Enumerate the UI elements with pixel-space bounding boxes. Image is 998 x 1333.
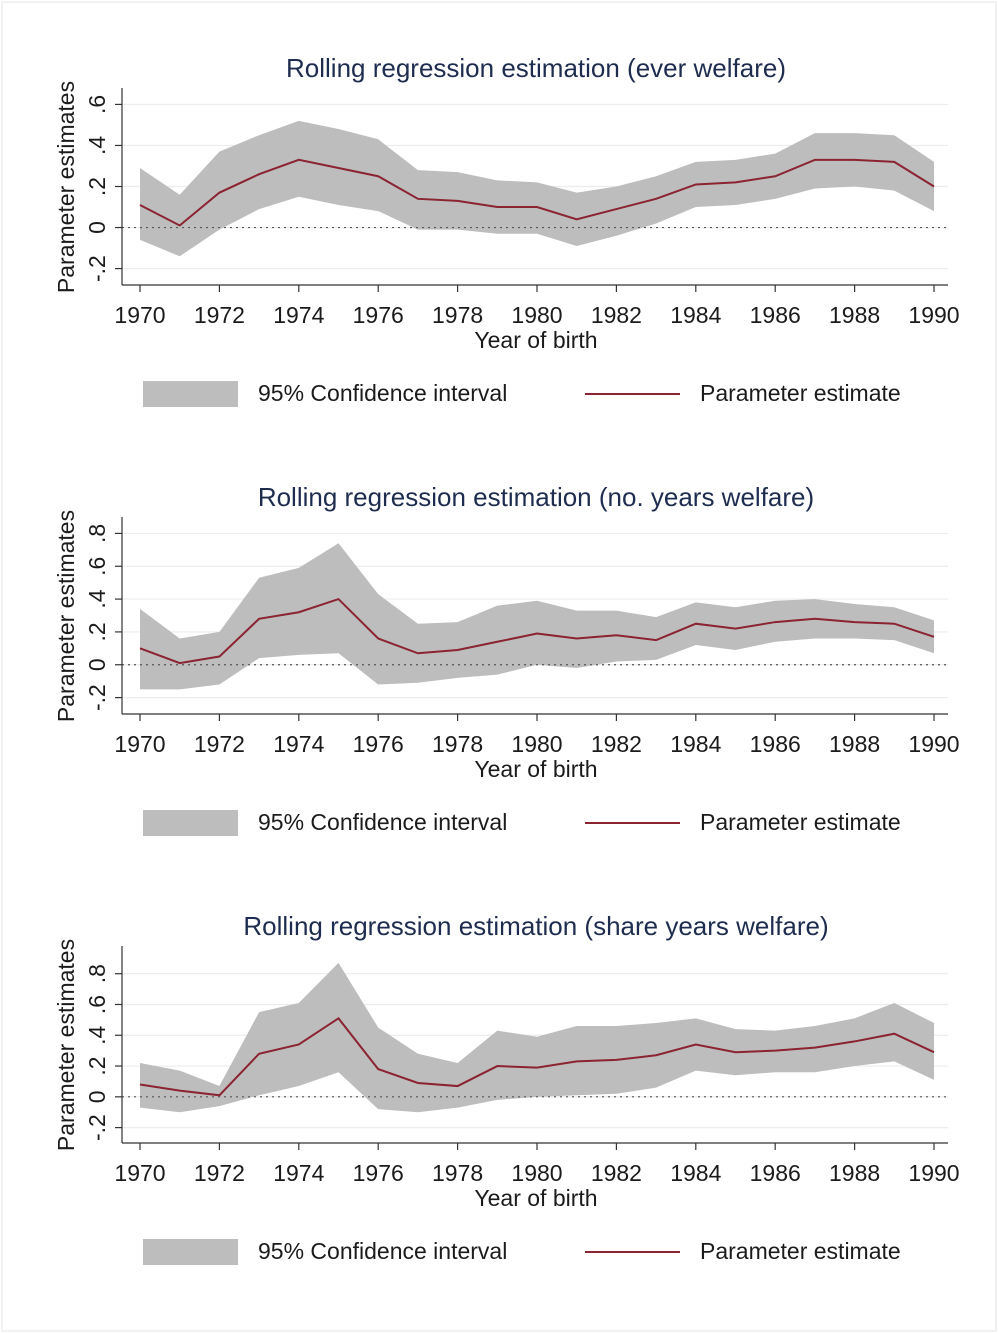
y-tick-label: .4 [84,1025,110,1044]
x-tick-label: 1972 [194,302,245,328]
y-tick-label: .2 [84,622,110,641]
y-tick-label: .6 [84,557,110,576]
x-tick-label: 1986 [750,302,801,328]
confidence-band [140,120,934,257]
x-tick-label: 1980 [511,302,562,328]
y-tick-label: -.2 [84,684,110,711]
y-tick-label: -.2 [84,1114,110,1141]
y-tick-label: .2 [84,177,110,196]
y-tick-label: 0 [84,658,110,671]
estimate-line [139,1016,935,1097]
x-tick-label: 1988 [829,302,880,328]
legend-swatch [143,1239,238,1265]
x-tick-label: 1970 [114,1160,165,1186]
x-tick-label: 1976 [353,1160,404,1186]
y-tick-label: .8 [84,524,110,543]
x-tick-label: 1970 [114,302,165,328]
x-tick-label: 1978 [432,731,483,757]
x-tick-label: 1990 [908,731,959,757]
panel: Rolling regression estimation (share yea… [53,911,960,1265]
x-axis-title: Year of birth [474,327,597,353]
x-tick-label: 1990 [908,1160,959,1186]
x-axis-title: Year of birth [474,756,597,782]
x-tick-label: 1982 [591,731,642,757]
y-tick-label: -.2 [84,255,110,282]
panel: Rolling regression estimation (no. years… [53,482,960,836]
x-tick-label: 1982 [591,1160,642,1186]
x-tick-label: 1986 [750,1160,801,1186]
x-tick-label: 1986 [750,731,801,757]
confidence-band [140,543,934,690]
estimate-line [139,158,935,227]
y-tick-label: .8 [84,964,110,983]
x-tick-label: 1984 [670,302,721,328]
y-axis-title: Parameter estimates [53,81,79,293]
chart-title: Rolling regression estimation (share yea… [243,911,828,941]
legend-label: Parameter estimate [700,809,901,835]
x-axis-title: Year of birth [474,1185,597,1211]
legend-label: 95% Confidence interval [258,809,507,835]
y-tick-label: .4 [84,136,110,155]
y-tick-label: 0 [84,1090,110,1103]
legend-label: 95% Confidence interval [258,1238,507,1264]
y-tick-label: .6 [84,995,110,1014]
x-tick-label: 1970 [114,731,165,757]
confidence-band [140,962,934,1113]
x-tick-label: 1972 [194,1160,245,1186]
x-tick-label: 1978 [432,1160,483,1186]
y-tick-label: .4 [84,589,110,608]
estimate-line [139,597,935,665]
y-tick-label: .2 [84,1056,110,1075]
x-tick-label: 1976 [353,302,404,328]
legend-swatch [143,810,238,836]
x-tick-label: 1980 [511,731,562,757]
x-tick-label: 1978 [432,302,483,328]
y-axis-title: Parameter estimates [53,510,79,722]
x-tick-label: 1976 [353,731,404,757]
y-axis-title: Parameter estimates [53,939,79,1151]
legend-label: 95% Confidence interval [258,380,507,406]
x-tick-label: 1974 [273,1160,324,1186]
x-tick-label: 1990 [908,302,959,328]
y-tick-label: .6 [84,95,110,114]
x-tick-label: 1972 [194,731,245,757]
legend-label: Parameter estimate [700,380,901,406]
x-tick-label: 1988 [829,1160,880,1186]
x-tick-label: 1982 [591,302,642,328]
panel: Rolling regression estimation (ever welf… [53,53,960,407]
legend-label: Parameter estimate [700,1238,901,1264]
x-tick-label: 1974 [273,302,324,328]
legend-swatch [143,381,238,407]
x-tick-label: 1988 [829,731,880,757]
x-tick-label: 1984 [670,731,721,757]
y-tick-label: 0 [84,221,110,234]
chart-title: Rolling regression estimation (ever welf… [286,53,786,83]
x-tick-label: 1984 [670,1160,721,1186]
chart-title: Rolling regression estimation (no. years… [258,482,814,512]
x-tick-label: 1974 [273,731,324,757]
x-tick-label: 1980 [511,1160,562,1186]
